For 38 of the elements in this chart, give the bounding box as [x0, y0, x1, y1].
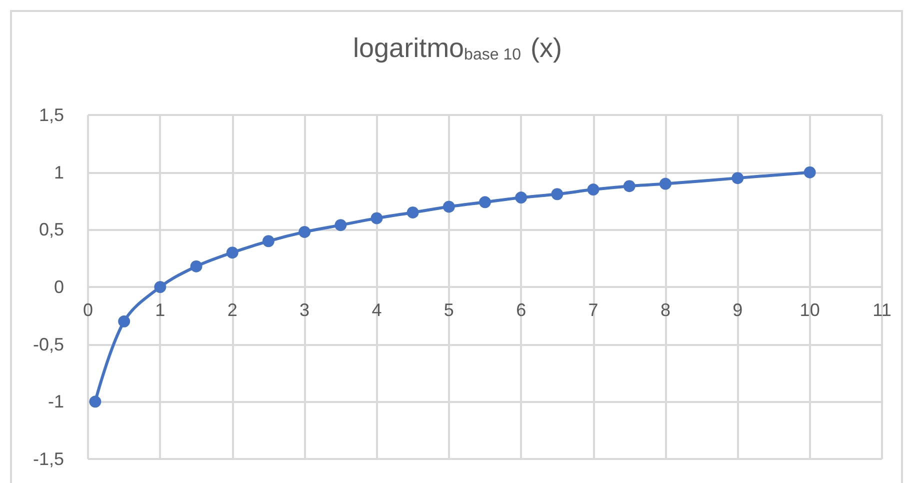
y-tick-label: 0 — [54, 277, 64, 297]
y-tick-label: 1 — [54, 162, 64, 182]
x-tick-label: 5 — [444, 300, 454, 320]
y-tick-label: 0,5 — [38, 220, 64, 240]
point — [515, 192, 528, 204]
point — [118, 315, 130, 328]
x-tick-label: 3 — [300, 300, 310, 320]
x-tick-label: 1 — [155, 300, 166, 320]
point — [587, 184, 600, 196]
point — [732, 172, 744, 184]
x-tick-label: 10 — [800, 300, 820, 320]
point — [623, 180, 636, 192]
x-tick-label: 0 — [82, 300, 94, 320]
x-tick-label: 4 — [372, 300, 382, 320]
point — [262, 235, 274, 248]
point — [442, 200, 455, 213]
point — [298, 226, 311, 238]
x-tick-label: 2 — [227, 300, 238, 320]
point — [659, 178, 672, 190]
point — [406, 206, 419, 218]
point — [370, 212, 383, 224]
point — [479, 196, 491, 208]
y-tick-label: -1 — [48, 392, 64, 412]
point — [89, 396, 102, 408]
point — [334, 219, 347, 232]
x-tick-label: 9 — [732, 300, 743, 320]
y-tick-label: -1,5 — [32, 449, 64, 469]
x-tick-label: 6 — [516, 300, 526, 320]
point — [154, 281, 166, 293]
x-tick-label: 11 — [872, 300, 892, 320]
point — [190, 260, 202, 272]
y-tick-label: -0,5 — [32, 334, 64, 354]
x-tick-label: 8 — [660, 300, 670, 320]
point — [804, 166, 816, 178]
y-tick-label: 1,5 — [38, 105, 64, 125]
point — [226, 246, 238, 259]
point — [551, 188, 564, 200]
x-tick-label: 7 — [588, 300, 598, 320]
